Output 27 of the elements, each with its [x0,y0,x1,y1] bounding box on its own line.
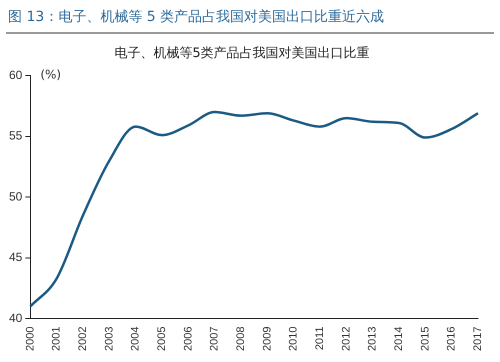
chart-title: 图 13：电子、机械等 5 类产品占我国对美国出口比重近六成 [8,8,384,26]
x-tick-label: 2002 [77,326,90,352]
x-tick-label: 2008 [235,326,248,352]
x-tick-label: 2004 [130,326,142,352]
x-tick-label: 2017 [472,326,484,352]
x-tick-label: 2005 [156,326,168,352]
x-tick-label: 2003 [103,326,116,352]
x-tick-label: 2011 [314,326,326,350]
x-tick-label: 2009 [261,326,274,352]
x-tick-label: 2014 [393,326,406,352]
y-tick-label: 40 [8,310,23,325]
chart-subtitle: 电子、机械等5类产品占我国对美国出口比重 [114,45,370,62]
y-tick-label: 45 [8,250,23,264]
x-tick-label: 2010 [288,326,300,352]
x-tick-label: 2001 [50,326,63,352]
y-tick-label: 55 [8,128,23,143]
x-tick-label: 2013 [366,326,379,352]
y-tick-label: 50 [8,189,23,204]
x-tick-label: 2006 [182,326,194,352]
x-tick-label: 2015 [419,326,432,352]
x-tick-label: 2016 [446,326,458,352]
x-tick-label: 2012 [340,326,352,352]
line-series [29,110,480,308]
x-tick-label: 2000 [24,326,36,352]
x-tick-label: 2007 [208,326,221,352]
y-tick-label: 60 [8,68,23,82]
y-axis-title: (%) [40,68,62,82]
